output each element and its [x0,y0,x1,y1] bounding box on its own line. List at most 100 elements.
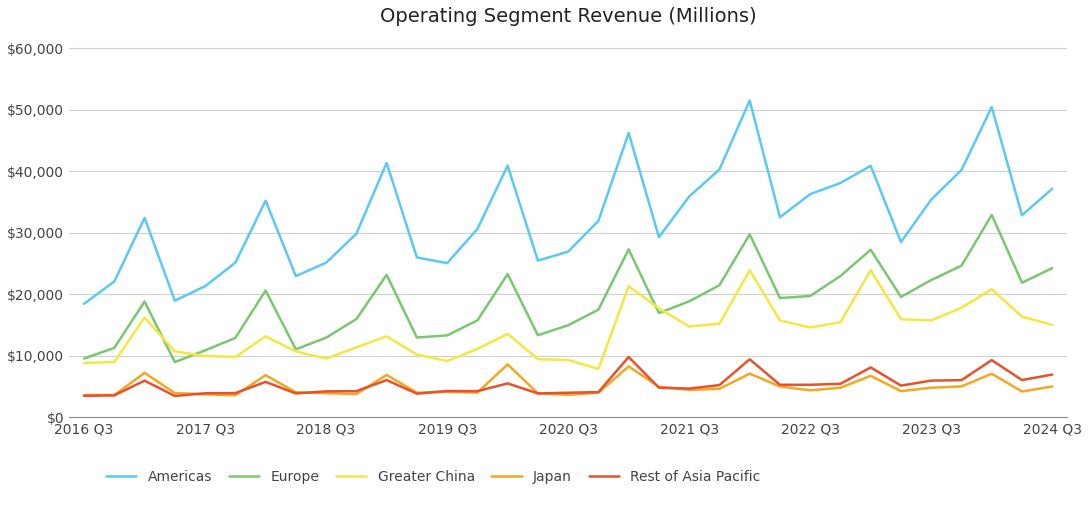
Americas [712,166,726,173]
Greater China [683,324,696,330]
Americas [774,214,787,220]
Greater China [562,357,575,363]
Rest of Asia Pacific [501,380,514,386]
Americas [289,273,302,279]
Greater China [139,315,152,321]
Rest of Asia Pacific [743,356,756,362]
Greater China [834,319,847,325]
Japan [471,389,484,395]
Americas [259,197,272,204]
Greater China [804,324,817,330]
Americas [168,298,181,304]
Greater China [259,333,272,340]
Japan [743,371,756,377]
Greater China [895,316,908,322]
Japan [591,390,604,396]
Greater China [743,267,756,273]
Greater China [1016,314,1029,320]
Americas [501,162,514,168]
Rest of Asia Pacific [712,382,726,388]
Europe [77,355,91,361]
Japan [410,390,423,396]
Europe [531,332,544,338]
Rest of Asia Pacific [320,388,333,394]
Europe [1045,265,1058,271]
Greater China [320,356,333,362]
Rest of Asia Pacific [531,390,544,397]
Rest of Asia Pacific [471,388,484,394]
Japan [864,373,877,379]
Rest of Asia Pacific [834,381,847,387]
Europe [139,298,152,304]
Americas [834,180,847,186]
Japan [320,390,333,396]
Greater China [229,354,242,360]
Greater China [410,351,423,357]
Rest of Asia Pacific [441,388,454,394]
Japan [289,389,302,395]
Americas [925,196,938,203]
Europe [712,282,726,288]
Europe [562,322,575,328]
Greater China [441,358,454,364]
Americas [895,239,908,245]
Rest of Asia Pacific [410,390,423,397]
Greater China [622,283,635,289]
Americas [350,231,363,237]
Rest of Asia Pacific [229,390,242,396]
Japan [139,370,152,376]
Rest of Asia Pacific [77,393,91,399]
Europe [683,298,696,304]
Americas [985,104,998,110]
Greater China [471,346,484,352]
Americas [864,163,877,169]
Rest of Asia Pacific [289,390,302,397]
Japan [441,389,454,395]
Rest of Asia Pacific [562,390,575,396]
Americas [441,260,454,266]
Rest of Asia Pacific [622,354,635,360]
Line: Greater China: Greater China [84,270,1052,369]
Japan [955,383,968,389]
Japan [501,361,514,367]
Greater China [652,305,666,312]
Japan [259,372,272,378]
Greater China [955,305,968,311]
Greater China [501,331,514,337]
Japan [774,383,787,389]
Europe [743,231,756,237]
Rest of Asia Pacific [591,389,604,395]
Europe [168,359,181,365]
Americas [591,218,604,224]
Rest of Asia Pacific [864,364,877,371]
Rest of Asia Pacific [985,357,998,363]
Greater China [925,317,938,323]
Greater China [864,267,877,273]
Japan [622,363,635,370]
Japan [834,385,847,391]
Greater China [350,345,363,351]
Europe [955,263,968,269]
Greater China [108,359,121,365]
Rest of Asia Pacific [168,393,181,399]
Japan [229,392,242,399]
Europe [834,273,847,279]
Americas [77,301,91,307]
Japan [108,392,121,398]
Americas [380,160,393,166]
Greater China [712,321,726,327]
Europe [108,345,121,351]
Rest of Asia Pacific [683,385,696,391]
Line: Europe: Europe [84,215,1052,362]
Japan [77,392,91,398]
Rest of Asia Pacific [108,392,121,399]
Americas [471,226,484,232]
Europe [471,317,484,323]
Greater China [289,348,302,354]
Rest of Asia Pacific [804,382,817,388]
Americas [1045,186,1058,192]
Europe [652,310,666,316]
Line: Rest of Asia Pacific: Rest of Asia Pacific [84,357,1052,396]
Rest of Asia Pacific [139,378,152,384]
Europe [259,288,272,294]
